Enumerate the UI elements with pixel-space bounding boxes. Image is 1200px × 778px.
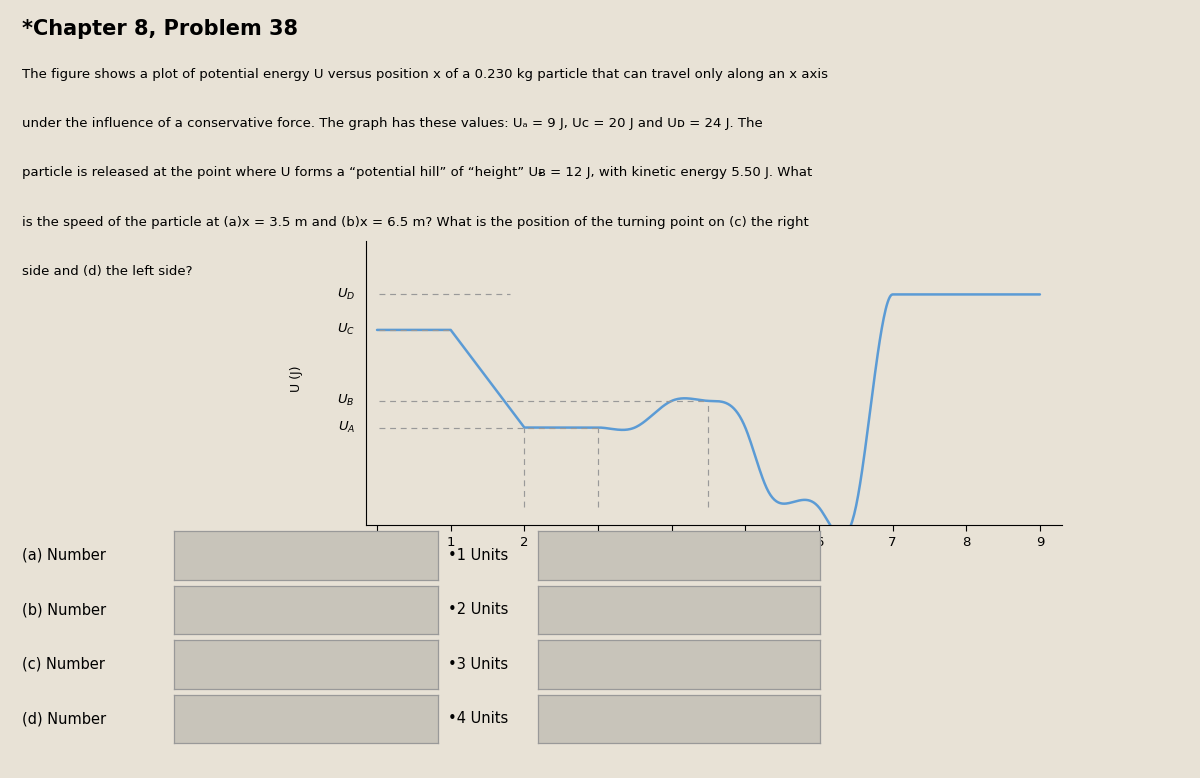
Text: is the speed of the particle at (a)x = 3.5 m and (b)x = 6.5 m? What is the posit: is the speed of the particle at (a)x = 3… bbox=[22, 216, 809, 229]
Text: •4 Units: •4 Units bbox=[448, 711, 508, 727]
Text: (b) Number: (b) Number bbox=[22, 602, 106, 618]
Text: side and (d) the left side?: side and (d) the left side? bbox=[22, 265, 192, 278]
Text: particle is released at the point where U forms a “potential hill” of “height” U: particle is released at the point where … bbox=[22, 166, 812, 180]
Text: $U_A$: $U_A$ bbox=[337, 420, 355, 435]
Text: (c) Number: (c) Number bbox=[22, 657, 104, 672]
Text: $U_D$: $U_D$ bbox=[336, 287, 355, 302]
Text: •1 Units: •1 Units bbox=[448, 548, 508, 563]
Text: $U_C$: $U_C$ bbox=[337, 322, 355, 338]
Text: (d) Number: (d) Number bbox=[22, 711, 106, 727]
Text: (a) Number: (a) Number bbox=[22, 548, 106, 563]
Text: •3 Units: •3 Units bbox=[448, 657, 508, 672]
Text: $U_B$: $U_B$ bbox=[337, 394, 355, 408]
Text: *Chapter 8, Problem 38: *Chapter 8, Problem 38 bbox=[22, 19, 298, 40]
Text: The figure shows a plot of potential energy U versus position x of a 0.230 kg pa: The figure shows a plot of potential ene… bbox=[22, 68, 828, 82]
Text: •2 Units: •2 Units bbox=[448, 602, 508, 618]
Text: under the influence of a conservative force. The graph has these values: Uₐ = 9 : under the influence of a conservative fo… bbox=[22, 117, 762, 131]
X-axis label: x (m): x (m) bbox=[696, 554, 732, 567]
Text: U (J): U (J) bbox=[289, 366, 302, 392]
